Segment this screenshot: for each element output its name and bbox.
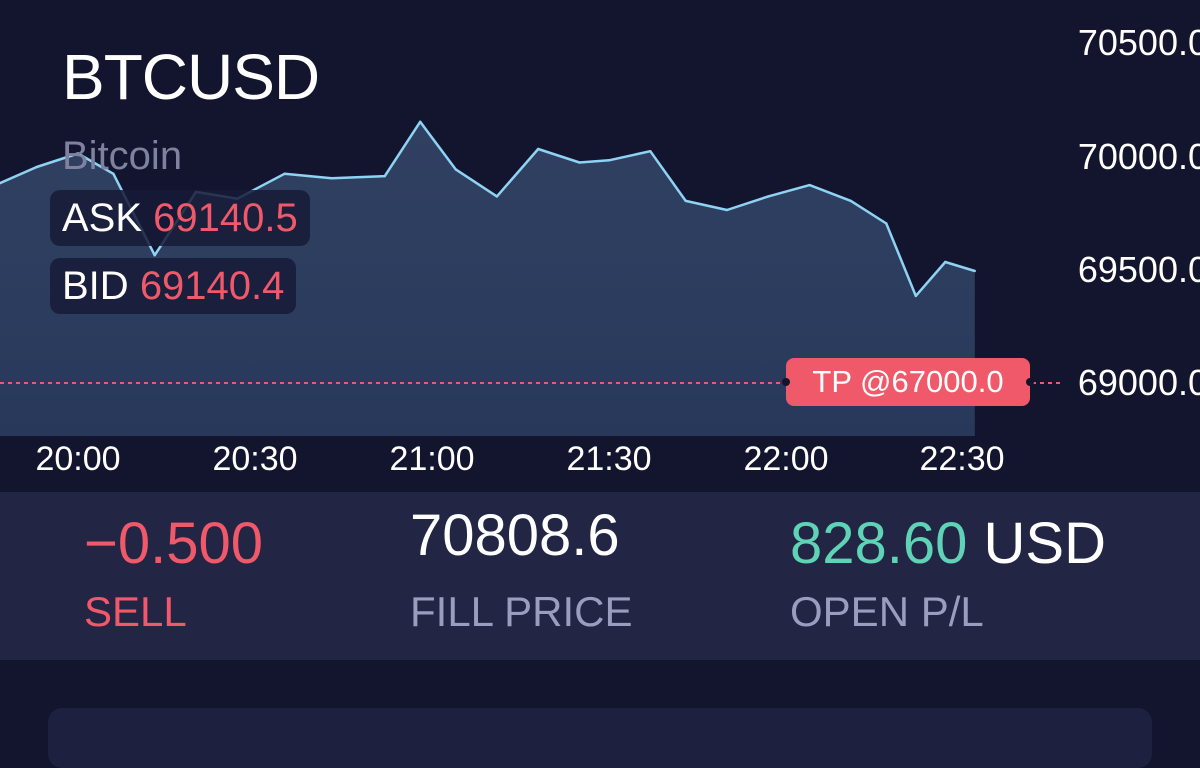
- x-tick-label: 21:00: [389, 440, 475, 478]
- price-point: [383, 174, 386, 178]
- price-point: [283, 172, 286, 175]
- y-tick-label: 70500.0: [1077, 22, 1200, 63]
- price-point: [725, 208, 729, 212]
- open-pl-value: 828.60 USD: [790, 510, 1106, 577]
- bid-quote: BID 69140.4: [50, 258, 297, 314]
- position-quantity: −0.500: [84, 511, 264, 576]
- symbol-name: Bitcoin: [62, 134, 183, 178]
- price-point: [35, 165, 38, 169]
- bottom-card[interactable]: [48, 708, 1152, 768]
- take-profit-badge[interactable]: TP @67000.0: [782, 358, 1034, 406]
- bid-label: BID: [62, 264, 129, 308]
- price-point: [914, 294, 917, 298]
- price-point: [849, 199, 853, 203]
- position-panel[interactable]: −0.500 SELL 70808.6 FILL PRICE 828.60 US…: [0, 492, 1200, 660]
- price-point: [973, 269, 976, 273]
- x-tick-label: 20:00: [35, 440, 121, 478]
- x-tick-label: 21:30: [566, 440, 652, 478]
- ask-label: ASK: [62, 196, 143, 240]
- price-point: [649, 150, 652, 153]
- open-pl-label: OPEN P/L: [790, 588, 984, 635]
- fill-price-value: 70808.6: [410, 502, 620, 569]
- open-pl-currency: USD: [983, 511, 1106, 576]
- price-point: [607, 159, 611, 162]
- price-point: [537, 147, 540, 151]
- x-tick-label: 22:30: [919, 440, 1005, 478]
- bid-value: 69140.4: [139, 264, 285, 308]
- price-point: [112, 172, 115, 175]
- y-tick-label: 69500.0: [1077, 249, 1200, 290]
- price-chart-area[interactable]: 70500.0 70000.0 69500.0 69000.0 20:00 20…: [0, 0, 1200, 492]
- y-tick-label: 70000.0: [1077, 136, 1200, 177]
- ask-value: 69140.5: [153, 196, 298, 240]
- price-point: [944, 260, 947, 264]
- x-tick-label: 20:30: [212, 440, 298, 478]
- open-pl-amount: 828.60: [790, 511, 968, 576]
- x-tick-label: 22:00: [743, 440, 829, 478]
- price-point: [76, 152, 80, 155]
- ask-quote: ASK 69140.5: [50, 190, 310, 246]
- price-point: [330, 177, 333, 180]
- price-point: [153, 254, 156, 257]
- position-side-label: SELL: [84, 588, 187, 635]
- symbol-ticker: BTCUSD: [62, 41, 320, 113]
- fill-price-digits: 70808.6: [410, 503, 620, 568]
- price-point: [885, 222, 888, 225]
- price-point: [419, 120, 422, 124]
- price-point: [767, 195, 770, 198]
- price-point: [808, 183, 811, 187]
- price-point: [578, 161, 581, 164]
- price-point: [684, 199, 687, 203]
- price-point: [495, 195, 499, 198]
- fill-price-label: FILL PRICE: [410, 588, 633, 635]
- price-point: [454, 168, 457, 171]
- y-tick-label: 69000.0: [1077, 362, 1200, 403]
